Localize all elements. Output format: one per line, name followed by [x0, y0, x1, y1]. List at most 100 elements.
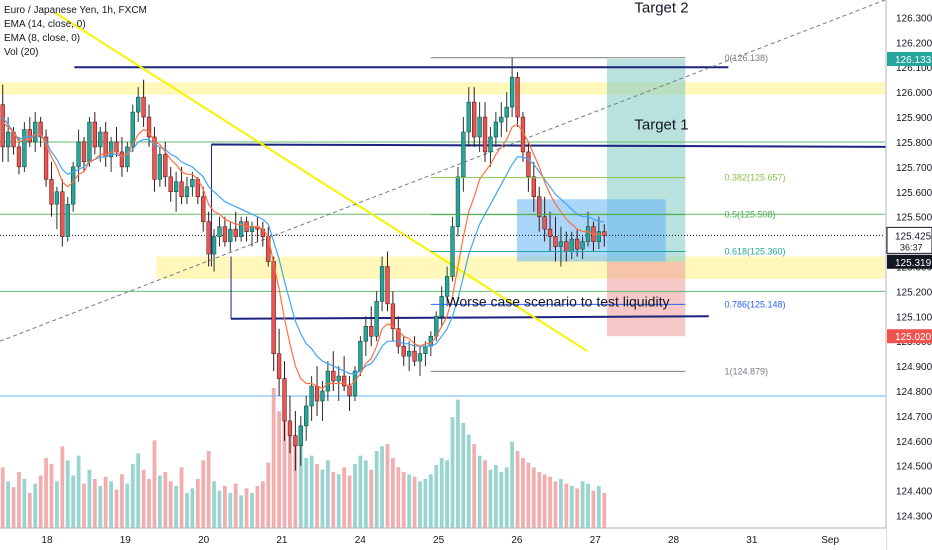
- volume-bar: [82, 483, 86, 528]
- candle-body: [108, 141, 114, 158]
- volume-bar: [580, 481, 585, 528]
- legend-vol[interactable]: Vol (20): [4, 47, 39, 58]
- volume-bar: [266, 462, 271, 528]
- price-axis[interactable]: 124.300 124.400 124.500 124.600 124.700 124.8…: [885, 0, 932, 550]
- candle-body: [81, 141, 87, 163]
- candle-body: [201, 196, 206, 222]
- volume-bar: [466, 434, 471, 528]
- volume-bar: [401, 472, 406, 528]
- volume-bar: [11, 487, 16, 528]
- drawn-lines: [0, 0, 926, 397]
- support-line: [231, 315, 709, 320]
- volume-bar: [521, 458, 525, 528]
- candle-body: [304, 405, 309, 427]
- price-tick-label: 124.900: [896, 362, 932, 373]
- volume-bar: [428, 474, 433, 528]
- volume-bar: [510, 441, 515, 528]
- volume-bar: [271, 388, 276, 528]
- price-tick-label: 124.700: [896, 412, 932, 423]
- price-tick-label: 125.700: [896, 163, 932, 174]
- volume-bar: [87, 469, 92, 528]
- volume-bar: [76, 455, 81, 528]
- volume-bar: [136, 453, 141, 528]
- time-tick-label: 19: [120, 535, 132, 546]
- volume-bar: [293, 434, 298, 528]
- volume-bar: [239, 495, 244, 528]
- candle-body: [217, 226, 222, 237]
- candle-body: [5, 131, 11, 148]
- price-tick-label: 124.500: [896, 462, 932, 473]
- volume-bar: [206, 451, 211, 528]
- volume-bar: [504, 467, 509, 528]
- ema14-line: [2, 116, 605, 375]
- candle-body: [585, 226, 591, 242]
- candle-body: [98, 131, 103, 148]
- candle-body: [54, 191, 60, 205]
- volume-bar: [548, 476, 552, 528]
- volume-bar: [575, 488, 580, 528]
- volume-bar: [553, 481, 558, 528]
- annotation-text: Target 1: [634, 117, 688, 134]
- volume-bar: [342, 467, 347, 528]
- volume-bar: [309, 455, 314, 528]
- legend-ema14[interactable]: EMA (14, close, 0): [4, 19, 86, 30]
- candle-body: [222, 226, 228, 242]
- candle-body: [602, 231, 607, 236]
- volume-bar: [483, 460, 487, 528]
- volume-bar: [212, 481, 216, 528]
- price-tick-label: 124.400: [896, 487, 932, 498]
- candles: [0, 57, 607, 471]
- candle-body: [125, 146, 130, 168]
- chart-legend: Euro / Japanese Yen, 1h, FXCM EMA (14, c…: [4, 4, 147, 60]
- candle-body: [423, 345, 428, 354]
- volume-bar: [217, 490, 222, 528]
- volume-bar: [152, 440, 157, 528]
- time-tick-label: 26: [511, 535, 523, 546]
- candle-body: [331, 370, 336, 382]
- volume-bar: [461, 423, 466, 528]
- candle-body: [509, 76, 515, 108]
- volume-bar: [288, 423, 292, 528]
- price-tick-label: 126.100: [896, 63, 932, 74]
- time-axis[interactable]: 18 19 20 21 24 25 26 27 28 31 Sep: [0, 527, 886, 550]
- candle-body: [71, 166, 76, 205]
- volume-bar: [223, 486, 227, 528]
- time-tick-label: 31: [746, 535, 758, 546]
- legend-ema8[interactable]: EMA (8, close, 0): [4, 33, 81, 44]
- volume-bar: [374, 451, 379, 528]
- volume-bar: [179, 467, 184, 528]
- candle-body: [184, 186, 190, 198]
- volume-bar: [49, 463, 54, 528]
- volume-bar: [27, 493, 32, 528]
- candle-body: [575, 238, 580, 250]
- volume-bar: [559, 479, 563, 528]
- annotation-text: Worse case scenario to test liquidity: [446, 293, 669, 309]
- fib-level-label: 1(124.879): [724, 366, 768, 376]
- price-tick-label: 126.200: [896, 38, 932, 49]
- time-tick-label: 24: [355, 535, 367, 546]
- resistance-line: [211, 143, 926, 148]
- price-tick-label: 125.500: [896, 213, 932, 224]
- legend-symbol[interactable]: Euro / Japanese Yen, 1h, FXCM: [4, 5, 147, 16]
- candle-body: [542, 216, 547, 230]
- time-tick-label: 28: [668, 535, 680, 546]
- candle-body: [16, 146, 22, 168]
- volume-bar: [130, 463, 135, 528]
- volume-bar: [304, 458, 309, 528]
- volume-bar: [439, 458, 444, 528]
- price-badge: [887, 329, 932, 344]
- candle-body: [314, 385, 320, 402]
- price-tick-label: 125.600: [896, 188, 932, 199]
- candle-body: [401, 345, 406, 357]
- ema8-line: [2, 121, 605, 390]
- candle-body: [168, 176, 173, 193]
- volume-bar: [92, 479, 97, 528]
- candle-body: [43, 136, 49, 180]
- candle-body: [60, 191, 65, 237]
- volume-bar: [358, 455, 363, 528]
- candle-body: [146, 116, 152, 138]
- volume-bar: [298, 446, 303, 528]
- volume-bar: [472, 444, 477, 528]
- volume-bar: [168, 481, 173, 528]
